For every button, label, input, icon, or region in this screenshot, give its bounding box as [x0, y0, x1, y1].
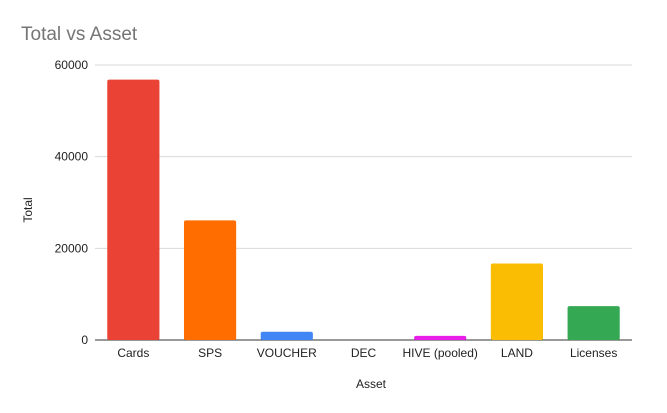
y-axis-ticks: 0 20000 40000 60000	[55, 58, 89, 347]
bar-voucher	[260, 331, 313, 340]
y-tick-label: 0	[81, 333, 88, 347]
y-tick-label: 20000	[55, 241, 89, 255]
bar-licenses	[567, 306, 620, 340]
bar-land	[490, 263, 544, 340]
bars	[107, 79, 620, 341]
x-axis-label: Asset	[356, 377, 387, 391]
bar-sps	[183, 220, 237, 340]
gridlines	[95, 64, 632, 341]
y-axis-label: Total	[21, 197, 35, 222]
y-tick-label: 40000	[55, 150, 89, 164]
x-tick-label: VOUCHER	[257, 346, 317, 360]
bar-cards	[107, 79, 160, 341]
x-tick-label: Licenses	[570, 346, 617, 360]
chart-title: Total vs Asset	[21, 24, 138, 45]
x-tick-label: LAND	[501, 346, 533, 360]
x-tick-label: SPS	[198, 346, 222, 360]
bar-hive-pooled	[414, 335, 467, 340]
x-tick-label: HIVE (pooled)	[403, 346, 478, 360]
x-tick-label: Cards	[117, 346, 149, 360]
x-tick-label: DEC	[351, 346, 377, 360]
y-tick-label: 60000	[55, 58, 89, 72]
x-axis-ticks: Cards SPS VOUCHER DEC HIVE (pooled) LAND Licen…	[117, 346, 617, 360]
